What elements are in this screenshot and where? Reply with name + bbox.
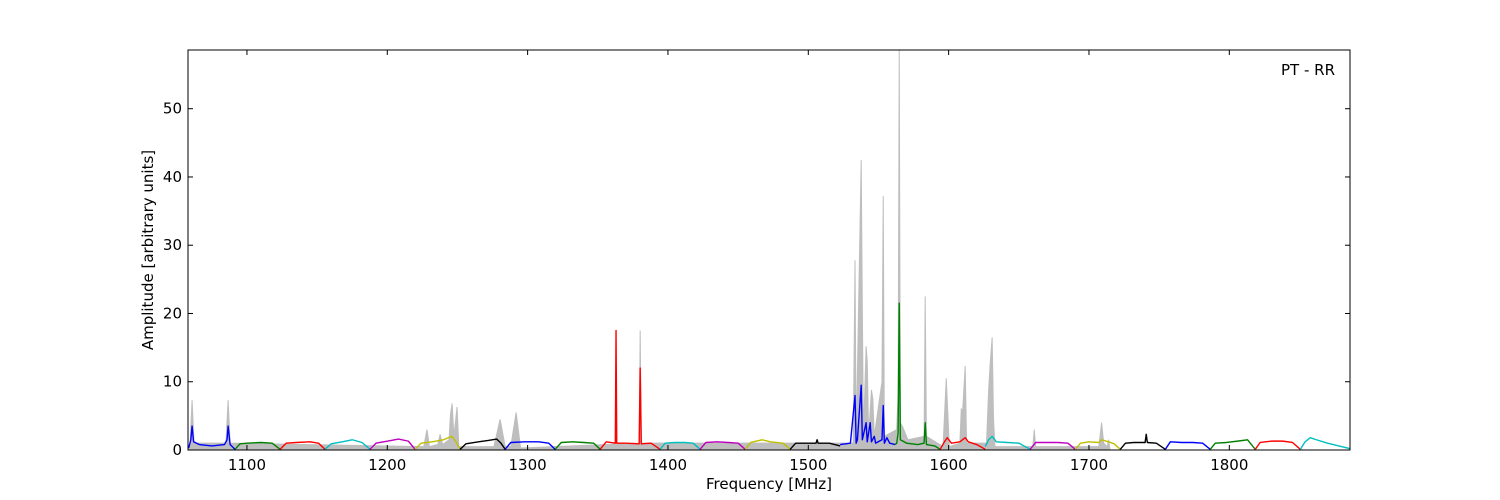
spectrum-line: [840, 384, 896, 446]
spectrum-line: [939, 437, 986, 450]
spectrum-line: [789, 439, 841, 450]
x-tick-label: 1700: [1070, 456, 1108, 474]
axes: 1100 1200 1300 1400 1500 1600 1700 1800 0 10 20 30 4…: [163, 49, 1351, 474]
spectrum-line: [659, 441, 701, 450]
y-tick-label: 0: [172, 441, 182, 459]
x-axis-label: Frequency [MHz]: [706, 475, 832, 493]
spectrum-line: [599, 329, 661, 450]
y-axis-label: Amplitude [arbitrary units]: [139, 150, 157, 350]
spectrum-line: [744, 439, 791, 450]
x-tick-label: 1500: [789, 456, 827, 474]
spectrum-line: [1119, 433, 1166, 450]
spectrum-line: [369, 438, 416, 450]
y-tick-label: 40: [163, 168, 182, 186]
spectrum-line: [1209, 439, 1256, 450]
y-tick-label: 10: [163, 373, 182, 391]
spectrum-line: [1029, 441, 1076, 450]
y-tick-label: 30: [163, 236, 182, 254]
spectrum-line: [1254, 440, 1301, 450]
spectrum-line: [699, 441, 746, 450]
x-tick-label: 1600: [930, 456, 968, 474]
x-tick-label: 1400: [649, 456, 687, 474]
spectrum-line: [554, 441, 601, 450]
x-tick-label: 1200: [368, 456, 406, 474]
spectrum-line: [984, 435, 1031, 450]
spectrum-line: [894, 302, 941, 450]
spectrum-line: [504, 441, 556, 450]
spectrum-line: [459, 438, 506, 450]
plot-area: [188, 50, 1350, 450]
spectrum-line: [1299, 437, 1350, 450]
x-tick-label: 1300: [509, 456, 547, 474]
spectrum-line: [279, 441, 326, 450]
spectrum-line: [188, 425, 236, 450]
annotation: PT - RR: [1281, 61, 1335, 79]
spectrum-area: [188, 50, 1350, 450]
spectrum-line: [1074, 439, 1121, 450]
spectrum-line: [234, 441, 281, 450]
spectrum-line: [324, 439, 371, 450]
x-tick-label: 1100: [228, 456, 266, 474]
x-tick-label: 1800: [1210, 456, 1248, 474]
y-tick-label: 20: [163, 304, 182, 322]
plot-frame: [187, 49, 1351, 451]
spectrum-line: [414, 435, 461, 450]
spectrum-line: [1164, 441, 1211, 450]
y-tick-label: 50: [163, 100, 182, 118]
